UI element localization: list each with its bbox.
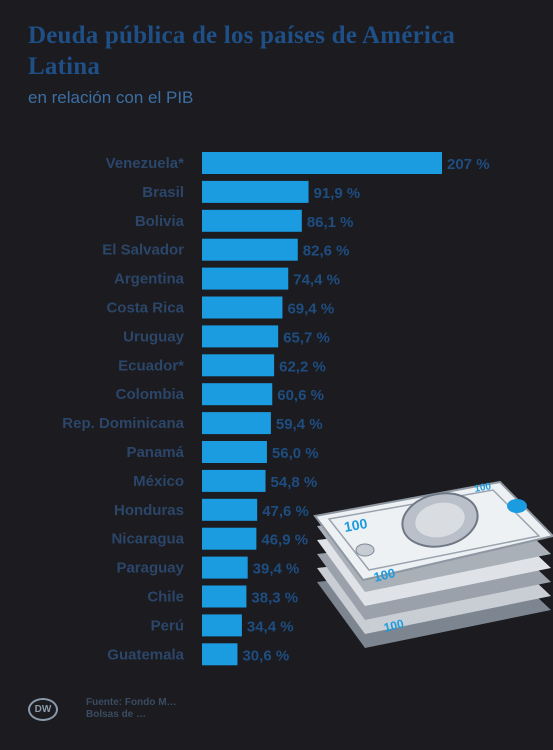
value-label: 207 % <box>447 156 490 173</box>
value-label: 86,1 % <box>307 214 354 231</box>
bar <box>202 383 273 406</box>
category-label: Rep. Dominicana <box>62 415 184 432</box>
svg-text:100: 100 <box>343 515 369 535</box>
svg-text:100: 100 <box>372 565 397 585</box>
category-label: Bolivia <box>135 213 185 230</box>
bar <box>202 209 302 232</box>
bar <box>202 180 309 203</box>
source-note: Fuente: Fondo M… Bolsas de … <box>86 697 177 721</box>
value-label: 62,2 % <box>279 358 326 375</box>
bar <box>202 296 283 319</box>
category-label: Honduras <box>114 502 184 519</box>
dw-logo: DW <box>28 698 58 721</box>
category-label: Nicaragua <box>111 531 184 548</box>
bar <box>202 152 442 174</box>
bar <box>202 441 267 463</box>
bar <box>202 498 258 521</box>
category-label: Panamá <box>126 444 184 461</box>
bar <box>202 267 289 290</box>
value-label: 38,3 % <box>251 590 298 607</box>
value-label: 54,8 % <box>271 474 318 491</box>
chart-subtitle: en relación con el PIB <box>28 88 194 107</box>
category-label: Argentina <box>114 271 185 288</box>
value-label: 30,6 % <box>242 647 289 664</box>
bar-chart: Venezuela* 207 % Brasil 91,9 % Bolivia 86,1 %… <box>62 152 490 666</box>
bar <box>202 556 248 579</box>
svg-text:100: 100 <box>382 616 405 635</box>
source-line-1: Fuente: Fondo M… <box>86 697 177 708</box>
category-label: Chile <box>147 589 184 606</box>
category-label: Costa Rica <box>106 300 184 317</box>
value-label: 59,4 % <box>276 416 323 433</box>
value-label: 39,4 % <box>253 561 300 578</box>
money-stack-illustration: 100 100 100 100 <box>313 480 553 648</box>
value-label: 69,4 % <box>287 301 334 318</box>
category-label: México <box>133 473 184 490</box>
value-label: 82,6 % <box>303 243 350 260</box>
category-label: Uruguay <box>123 328 185 345</box>
value-label: 46,9 % <box>261 532 308 549</box>
bar <box>202 238 298 261</box>
bar <box>202 585 247 608</box>
value-label: 56,0 % <box>272 445 319 462</box>
category-label: Venezuela* <box>106 155 185 172</box>
category-label: Paraguay <box>116 560 184 577</box>
footer: DW Fuente: Fondo M… Bolsas de … <box>28 697 177 721</box>
value-label: 34,4 % <box>247 618 294 635</box>
bar <box>202 412 271 435</box>
bar <box>202 527 257 550</box>
value-label: 60,6 % <box>277 387 324 404</box>
bar <box>202 325 279 348</box>
category-label: El Salvador <box>102 242 184 259</box>
bar <box>202 614 242 637</box>
svg-text:100: 100 <box>474 481 493 495</box>
value-label: 47,6 % <box>262 503 309 520</box>
value-label: 74,4 % <box>293 272 340 289</box>
category-label: Guatemala <box>107 646 184 663</box>
value-label: 65,7 % <box>283 329 330 346</box>
bar <box>202 354 275 377</box>
category-label: Ecuador* <box>118 357 184 374</box>
bar <box>202 643 238 666</box>
category-label: Brasil <box>142 184 184 201</box>
bar <box>202 469 266 492</box>
value-label: 91,9 % <box>314 185 361 202</box>
category-label: Perú <box>151 617 184 634</box>
chart-title: Deuda pública de los países de América L… <box>28 22 456 80</box>
source-line-2: Bolsas de … <box>86 709 147 720</box>
category-label: Colombia <box>116 386 185 403</box>
